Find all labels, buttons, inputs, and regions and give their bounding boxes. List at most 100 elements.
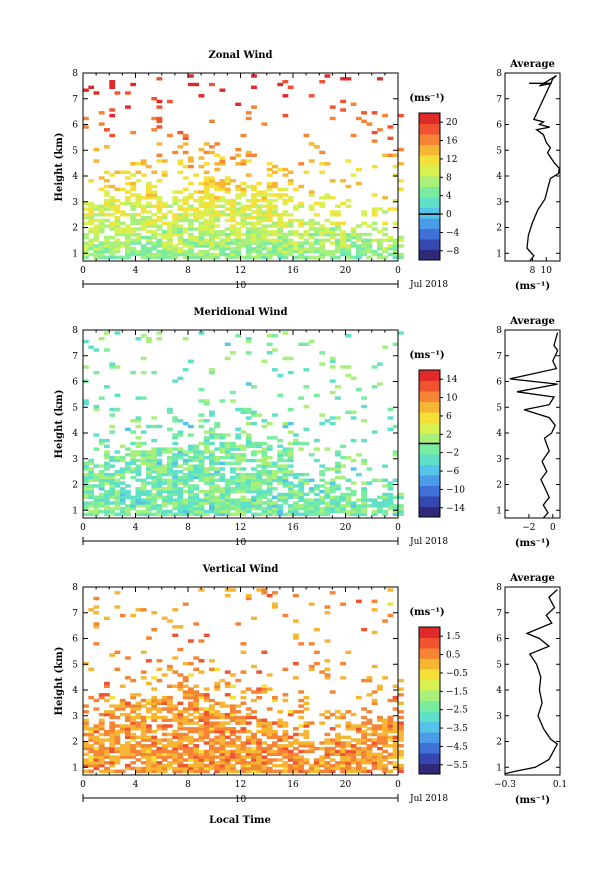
heatmap-cell [319, 232, 326, 237]
heatmap-cell [240, 761, 247, 765]
average-y-tick-label: 2 [496, 224, 502, 234]
heatmap-cell [251, 241, 257, 245]
heatmap-cell [88, 492, 95, 497]
heatmap-cell [230, 487, 236, 491]
heatmap-cell [193, 667, 200, 671]
heatmap-cell [198, 727, 205, 731]
heatmap-cell [398, 769, 404, 773]
heatmap-cell [214, 224, 221, 228]
heatmap-cell [135, 727, 142, 731]
heatmap-cell [214, 721, 221, 725]
heatmap-cell [209, 450, 215, 454]
heatmap-cell [161, 744, 168, 748]
heatmap-cell [167, 227, 173, 231]
heatmap-cell [88, 695, 95, 700]
heatmap-cell [198, 766, 205, 771]
average-y-tick-label: 1 [496, 763, 502, 773]
heatmap-cell [125, 190, 131, 194]
x-tick-label: 16 [287, 780, 299, 790]
heatmap-cell [282, 467, 289, 471]
heatmap-cell [146, 201, 152, 206]
heatmap-cell [371, 729, 378, 734]
heatmap-cell [146, 475, 152, 480]
heatmap-cell [293, 633, 299, 637]
heatmap-cell [350, 410, 357, 414]
heatmap-cell [272, 509, 278, 514]
heatmap-cell [366, 504, 373, 508]
x-tick-label: 0 [80, 780, 86, 790]
heatmap-cell [293, 755, 299, 759]
heatmap-cell [219, 88, 226, 92]
heatmap-cell [119, 512, 126, 516]
heatmap-cell [188, 478, 194, 482]
heatmap-cell [371, 139, 378, 143]
heatmap-cell [261, 204, 268, 208]
heatmap-cell [188, 224, 194, 228]
heatmap-cell [230, 238, 236, 242]
average-frame [504, 72, 561, 262]
heatmap-cell [366, 769, 373, 773]
heatmap-cell [382, 232, 388, 237]
heatmap-cell [209, 766, 215, 771]
heatmap-cell [377, 252, 383, 257]
heatmap-cell [282, 210, 289, 214]
heatmap-cell [240, 495, 247, 499]
heatmap-cell [387, 235, 394, 240]
heatmap-cell [314, 213, 320, 217]
heatmap-cell [361, 749, 367, 754]
heatmap-cell [350, 504, 357, 508]
heatmap-cell [272, 164, 278, 169]
heatmap-cell [119, 255, 126, 259]
date-label: Jul 2018 [409, 280, 448, 290]
heatmap-cell [235, 187, 242, 191]
heatmap-cell [245, 738, 252, 742]
heatmap-cell [224, 712, 231, 717]
heatmap-cell [177, 238, 184, 242]
heatmap-cell [219, 741, 226, 745]
heatmap-cell [114, 478, 121, 482]
heatmap-cell [151, 230, 158, 234]
heatmap-cell [98, 484, 105, 488]
heatmap-cell [277, 724, 284, 728]
heatmap-cell [314, 438, 320, 443]
heatmap-cell [245, 351, 252, 355]
heatmap-cell [251, 616, 257, 620]
heatmap-cell [135, 724, 142, 728]
heatmap-cell [93, 509, 100, 514]
heatmap-cell [198, 213, 205, 217]
heatmap-cell [177, 204, 184, 208]
heatmap-cell [104, 746, 110, 751]
heatmap-cell [114, 749, 121, 754]
heatmap-cell [209, 478, 215, 482]
heatmap-cell [356, 244, 362, 248]
heatmap-cell [151, 218, 158, 223]
heatmap-cell [193, 241, 200, 245]
heatmap-cell [266, 247, 273, 251]
heatmap-cell [188, 164, 194, 169]
heatmap-cell [350, 173, 357, 177]
heatmap-cell [109, 224, 116, 228]
heatmap-cell [177, 761, 184, 765]
heatmap-cell [193, 707, 200, 711]
heatmap-cell [188, 729, 194, 734]
heatmap-cell [251, 710, 257, 714]
heatmap-cell [293, 758, 299, 762]
heatmap-cell [203, 735, 210, 739]
heatmap-cell [214, 472, 221, 477]
heatmap-cell [209, 215, 215, 220]
heatmap-cell [88, 608, 95, 612]
heatmap-cell [135, 478, 142, 482]
heatmap-cell [340, 755, 346, 759]
heatmap-cell [240, 744, 247, 748]
heatmap-cell [230, 227, 236, 231]
heatmap-cell [156, 153, 163, 157]
heatmap-cell [350, 230, 357, 234]
heatmap-cell [345, 238, 352, 242]
heatmap-cell [140, 489, 147, 494]
heatmap-cell [272, 232, 278, 237]
y-tick-label: 1 [72, 506, 78, 516]
average-y-tick-label: 7 [496, 352, 502, 362]
heatmap-cell [398, 678, 404, 683]
heatmap-cell [240, 727, 247, 731]
heatmap-cell [219, 744, 226, 748]
